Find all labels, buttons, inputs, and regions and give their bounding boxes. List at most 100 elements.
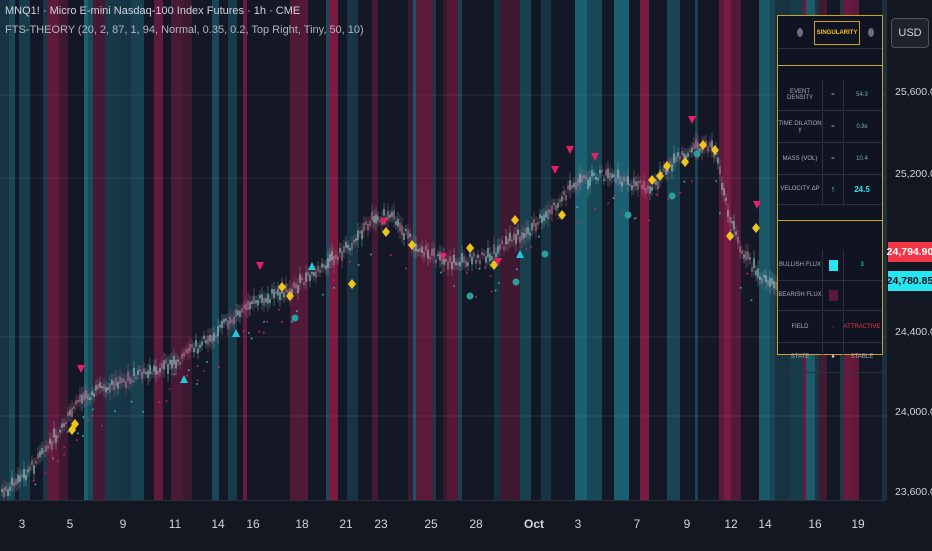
candle-body <box>749 257 750 260</box>
candle-body <box>603 179 604 181</box>
signal-dot <box>475 296 477 298</box>
candle-body <box>137 370 138 374</box>
candle-body <box>399 223 400 232</box>
symbol-title[interactable]: MNQ1! · Micro E-mini Nasdaq-100 Index Fu… <box>5 5 300 17</box>
candle-body <box>23 469 24 478</box>
bear-triangle <box>256 262 264 270</box>
candle-body <box>455 262 456 265</box>
time-tick: 9 <box>684 517 691 531</box>
indicator-legend[interactable]: FTS-THEORY (20, 2, 87, 1, 94, Normal, 0.… <box>5 24 364 36</box>
candle-body <box>181 354 182 359</box>
candle-body <box>377 217 378 221</box>
panel-row-0-rows1: EVENT DENSITY = 54.3 <box>778 80 882 111</box>
time-tick: 16 <box>246 517 259 531</box>
candle-body <box>723 188 724 195</box>
candle-body <box>151 372 152 374</box>
signal-dot <box>169 388 171 390</box>
field-band <box>121 0 131 500</box>
time-axis[interactable]: 3 5 9 11 14 16 18 21 23 25 28 Oct 3 7 9 12 14 16 19 <box>0 500 886 551</box>
currency-button[interactable]: USD <box>891 18 929 48</box>
candle-body <box>633 178 634 188</box>
candle-body <box>657 181 658 189</box>
candle-body <box>167 364 168 374</box>
candle-body <box>733 221 734 230</box>
candle-body <box>613 175 614 178</box>
attractor-circle <box>542 251 549 258</box>
candle-body <box>333 256 334 265</box>
field-band <box>719 0 724 500</box>
field-band <box>84 0 88 500</box>
candle-body <box>319 270 320 273</box>
time-tick: 21 <box>339 517 352 531</box>
candle-body <box>81 395 82 404</box>
candle-body <box>717 157 718 163</box>
candle-body <box>483 253 484 256</box>
signal-dot <box>333 287 335 289</box>
signal-dot <box>35 483 37 485</box>
signal-dot <box>614 195 616 197</box>
candle-body <box>75 400 76 405</box>
candle-body <box>753 258 754 268</box>
candle-body <box>721 183 722 190</box>
candle-body <box>337 257 338 261</box>
signal-dot <box>101 425 103 427</box>
candle-body <box>47 446 48 449</box>
panel-row-label: BULLISH FLUX <box>778 250 822 280</box>
candle-body <box>209 335 210 342</box>
signal-dot <box>498 282 500 284</box>
candle-body <box>637 181 638 190</box>
signal-dot <box>92 415 94 417</box>
candle-body <box>241 308 242 312</box>
candle-body <box>361 230 362 239</box>
candle-body <box>527 227 528 234</box>
chart-area[interactable] <box>0 0 886 500</box>
candle-body <box>747 251 748 259</box>
candle-body <box>301 277 302 280</box>
candle-body <box>61 424 62 428</box>
candle-body <box>105 387 106 392</box>
signal-dot <box>333 279 335 281</box>
signal-dot <box>63 446 65 448</box>
candle-body <box>163 360 164 369</box>
candle-body <box>759 277 760 280</box>
field-band <box>300 0 308 500</box>
candle-body <box>675 157 676 162</box>
candle-body <box>431 249 432 256</box>
candle-body <box>187 348 188 354</box>
price-chart[interactable] <box>0 0 886 500</box>
signal-dot <box>558 217 560 219</box>
field-band <box>520 0 531 500</box>
candle-body <box>227 321 228 329</box>
candle-body <box>119 377 120 384</box>
candle-body <box>177 359 178 361</box>
candle-body <box>491 256 492 260</box>
candle-body <box>263 298 264 306</box>
candle-body <box>395 221 396 225</box>
singularity-panel: SINGULARITY EVENT DENSITY = 54.3 TIME DILAT… <box>777 15 883 355</box>
candle-body <box>627 176 628 184</box>
candle-body <box>619 177 620 184</box>
candle-body <box>201 342 202 346</box>
bear-triangle <box>566 146 574 154</box>
candle-body <box>79 394 80 403</box>
candle-body <box>417 249 418 252</box>
candle-body <box>189 344 190 352</box>
candle-body <box>251 301 252 304</box>
candle-body <box>731 221 732 223</box>
candle-body <box>543 214 544 221</box>
candle-body <box>457 262 458 265</box>
candle-body <box>583 175 584 179</box>
candle-body <box>175 360 176 368</box>
candle-body <box>409 234 410 237</box>
candle-body <box>763 275 764 278</box>
candle-body <box>509 233 510 241</box>
field-band <box>47 0 59 500</box>
signal-dot <box>746 273 748 275</box>
field-band <box>695 0 698 500</box>
candle-body <box>515 234 516 243</box>
field-band <box>614 0 629 500</box>
candle-body <box>63 423 64 426</box>
candle-body <box>517 229 518 235</box>
candle-body <box>453 255 454 263</box>
candle-body <box>253 296 254 305</box>
